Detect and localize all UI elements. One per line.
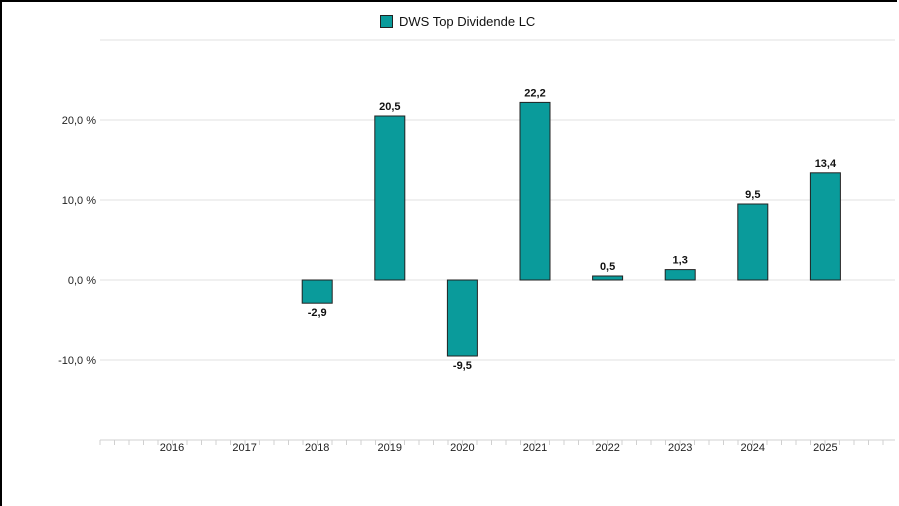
data-label: -2,9 (308, 307, 327, 319)
bar (737, 203, 769, 281)
x-tick-label: 2016 (160, 442, 184, 454)
bar (446, 279, 478, 357)
x-tick-label: 2024 (741, 442, 765, 454)
bar (519, 101, 551, 281)
bar (592, 275, 624, 281)
x-tick-label: 2023 (668, 442, 692, 454)
y-tick-label: 10,0 % (62, 195, 96, 207)
x-tick-label: 2022 (595, 442, 619, 454)
x-tick-label: 2021 (523, 442, 547, 454)
x-tick-label: 2025 (813, 442, 837, 454)
y-tick-label: 20,0 % (62, 115, 96, 127)
data-label: 13,4 (815, 158, 837, 170)
x-tick-label: 2018 (305, 442, 329, 454)
legend-swatch (380, 15, 393, 28)
x-tick-label: 2017 (232, 442, 256, 454)
y-tick-label: 0,0 % (68, 275, 96, 287)
data-label: 1,3 (673, 255, 688, 267)
bar (664, 269, 696, 281)
data-label: 0,5 (600, 261, 615, 273)
data-label: 9,5 (745, 189, 760, 201)
data-label: -9,5 (453, 360, 472, 372)
y-tick-label: -10,0 % (58, 355, 96, 367)
x-tick-label: 2019 (378, 442, 402, 454)
bar (809, 172, 841, 281)
data-label: 22,2 (524, 87, 545, 99)
x-tick-label: 2020 (450, 442, 474, 454)
data-label: 20,5 (379, 101, 400, 113)
bar (301, 279, 333, 304)
legend-label: DWS Top Dividende LC (399, 14, 536, 29)
legend: DWS Top Dividende LC (380, 14, 535, 29)
bar (374, 115, 406, 281)
